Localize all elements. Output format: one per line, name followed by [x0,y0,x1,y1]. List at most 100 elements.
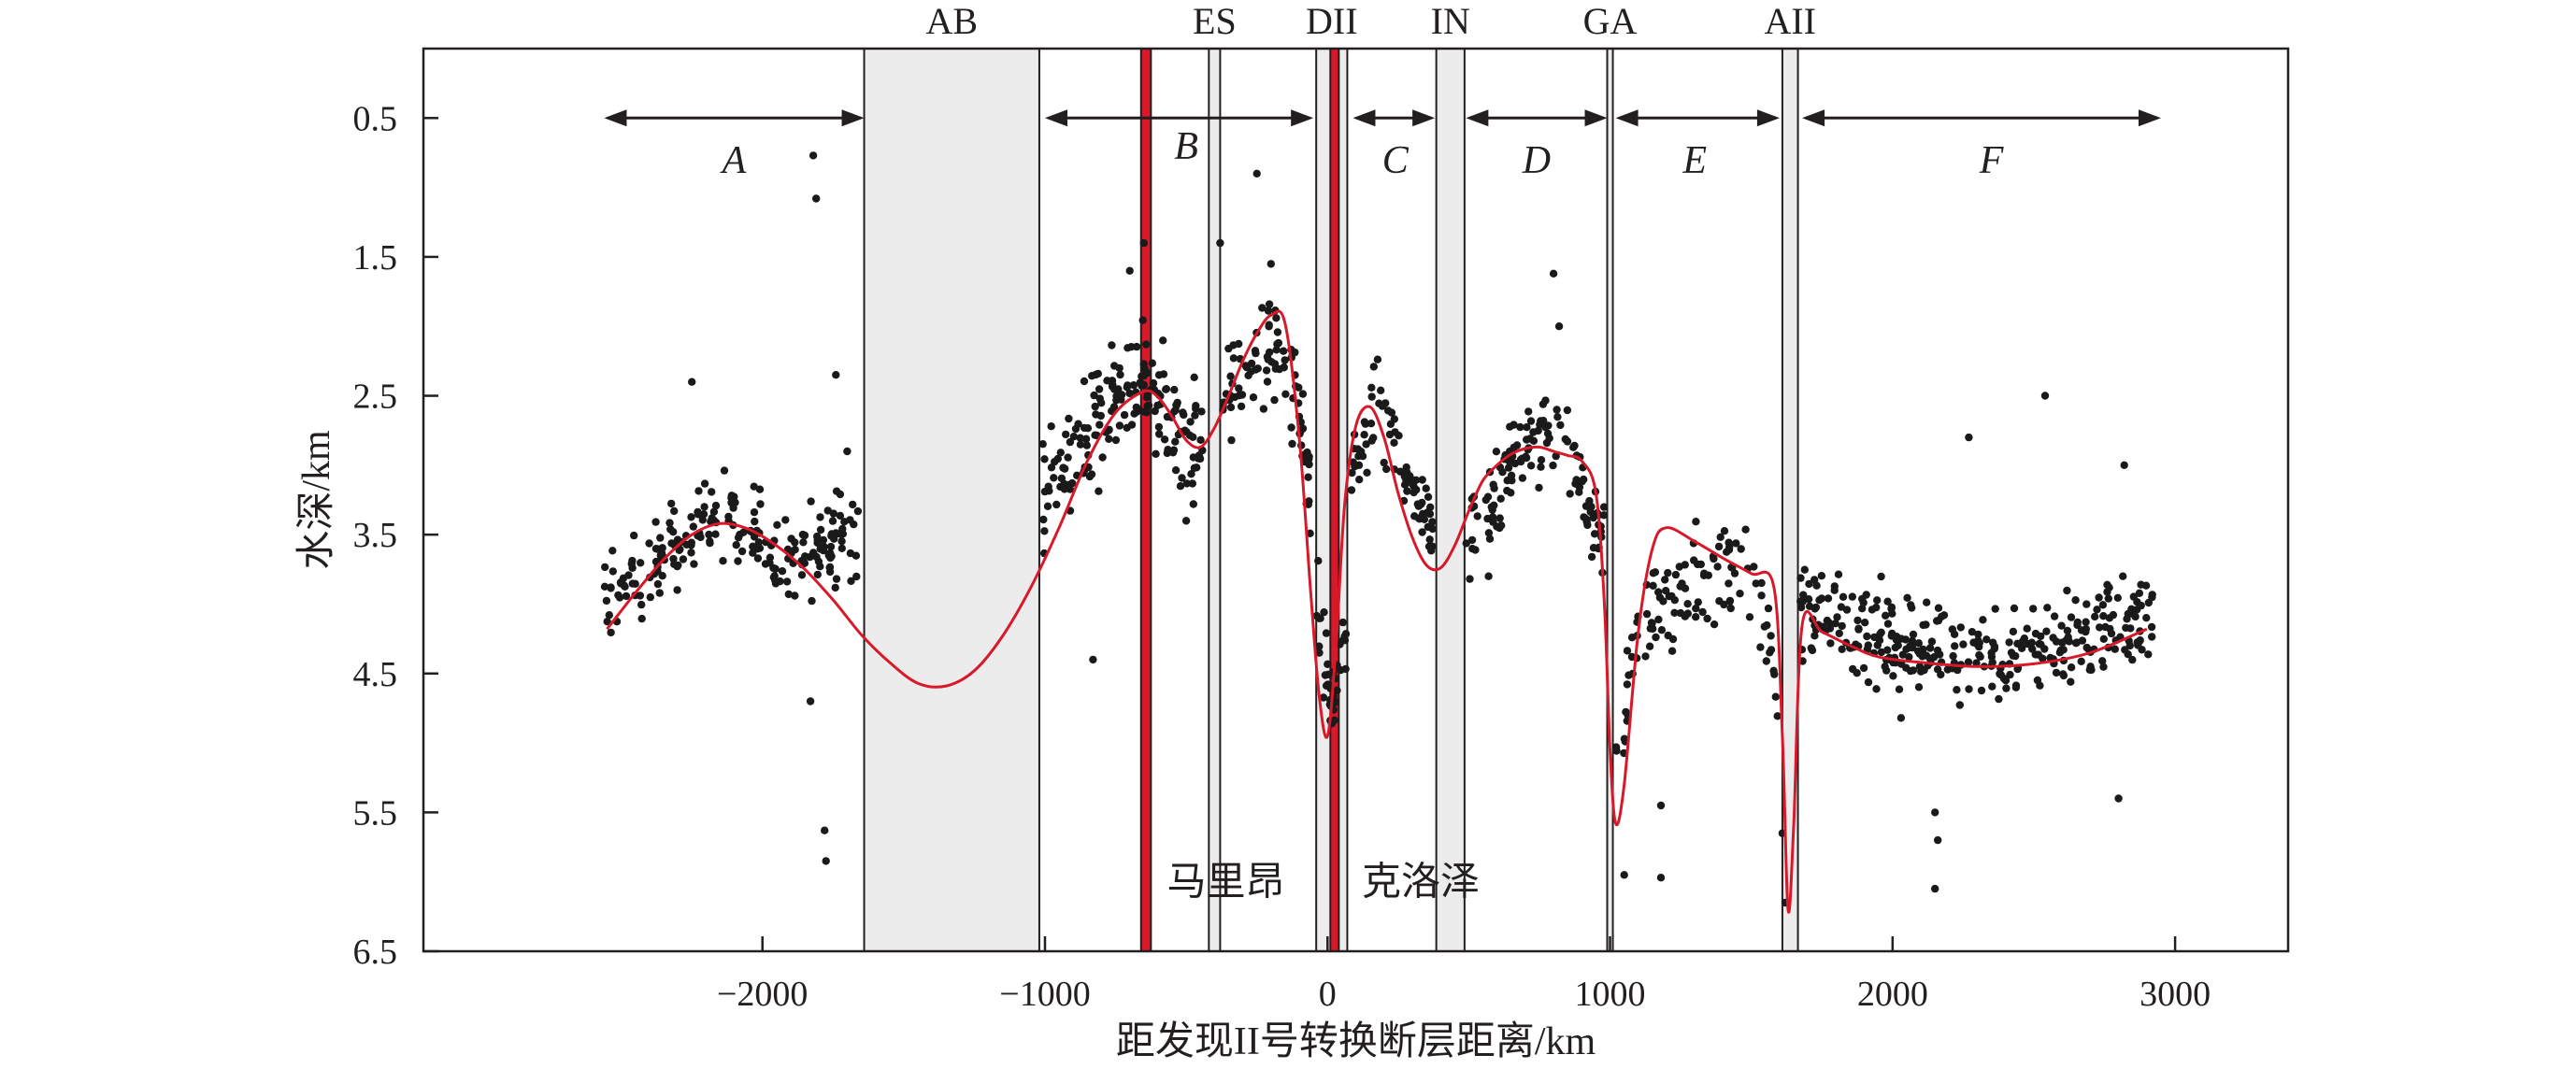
data-point [1272,346,1281,354]
data-point [1808,646,1817,655]
data-point [1805,579,1813,589]
data-point [823,506,832,515]
data-point [1649,581,1657,590]
data-point [1951,642,1959,650]
data-point [1348,468,1356,477]
data-point [1934,835,1942,845]
data-point [2082,600,2091,608]
data-point [1703,614,1711,623]
data-point [800,531,809,540]
segment-label-b: B [1174,125,1198,168]
data-point [1347,486,1356,494]
data-point [756,500,765,508]
data-point [2023,624,2031,633]
data-point [1838,621,1846,631]
data-point [1082,441,1092,449]
data-point [837,530,845,538]
data-point [737,547,747,556]
data-point [656,534,665,542]
data-point [1927,637,1937,646]
data-point [1065,414,1073,423]
data-point [608,547,617,555]
data-point [1281,356,1289,364]
data-point [1811,603,1821,612]
data-point [1224,344,1233,353]
data-point [814,557,823,565]
data-point [1518,474,1527,482]
data-point [1279,347,1288,355]
data-point [1537,463,1545,471]
data-point [1543,429,1553,438]
data-point [1237,402,1246,411]
data-point [1051,458,1059,466]
data-point [1190,373,1198,381]
data-point [603,618,611,626]
data-point [1265,322,1273,331]
segment-label-d: D [1522,139,1551,182]
data-point [843,447,852,456]
data-point [826,542,836,551]
data-point [1162,385,1171,393]
data-point [1853,616,1862,625]
data-point [1620,871,1628,879]
data-point [687,513,695,521]
data-point [1395,432,1403,440]
data-point [1726,604,1735,613]
data-point [1745,613,1754,621]
data-point [1080,423,1089,433]
data-point [1315,649,1324,657]
data-point [2073,618,2082,627]
data-point [791,592,799,600]
data-point [1140,364,1149,373]
data-point [1115,363,1123,373]
data-point [1064,453,1072,462]
data-point [1090,391,1098,400]
data-point [1842,606,1852,614]
data-point [1974,636,1982,645]
data-point [1583,520,1592,530]
data-point [1713,563,1722,571]
data-point [1098,453,1107,462]
data-point [2091,612,2099,621]
data-point [1280,363,1288,372]
data-point [1526,462,1536,470]
segment-label-f: F [1979,139,2004,182]
data-point [1050,474,1058,482]
data-point [1737,545,1745,553]
data-point [1357,448,1366,456]
data-point [719,557,727,565]
data-point [1160,435,1169,444]
data-point [1988,682,1996,691]
data-point [828,517,837,525]
data-point [1959,640,1968,649]
data-point [1901,635,1911,644]
y-tick-label: 6.5 [353,933,398,972]
data-point [1304,473,1312,481]
data-point [1825,619,1833,627]
data-point [1534,426,1542,435]
data-point [1367,392,1376,401]
data-point [754,538,763,547]
data-point [1319,693,1328,702]
place-label-2: 克洛泽 [1362,862,1480,905]
data-point [1069,433,1079,441]
segment-arrowhead-left-e [1615,109,1639,127]
data-point [1262,366,1271,375]
data-point [826,553,835,563]
data-point [781,516,790,524]
data-point [1683,600,1692,608]
data-point [1367,383,1376,392]
data-point [711,501,721,510]
data-point [1196,435,1205,444]
data-point [1231,392,1239,402]
data-point [1483,514,1492,523]
data-point [1975,650,1983,660]
data-point [852,572,861,581]
data-point [1919,645,1927,654]
data-point [1154,422,1164,432]
data-point [1123,381,1132,390]
data-point [1923,598,1931,606]
data-point [1838,645,1846,653]
data-point [651,518,660,526]
data-point [1522,452,1530,461]
